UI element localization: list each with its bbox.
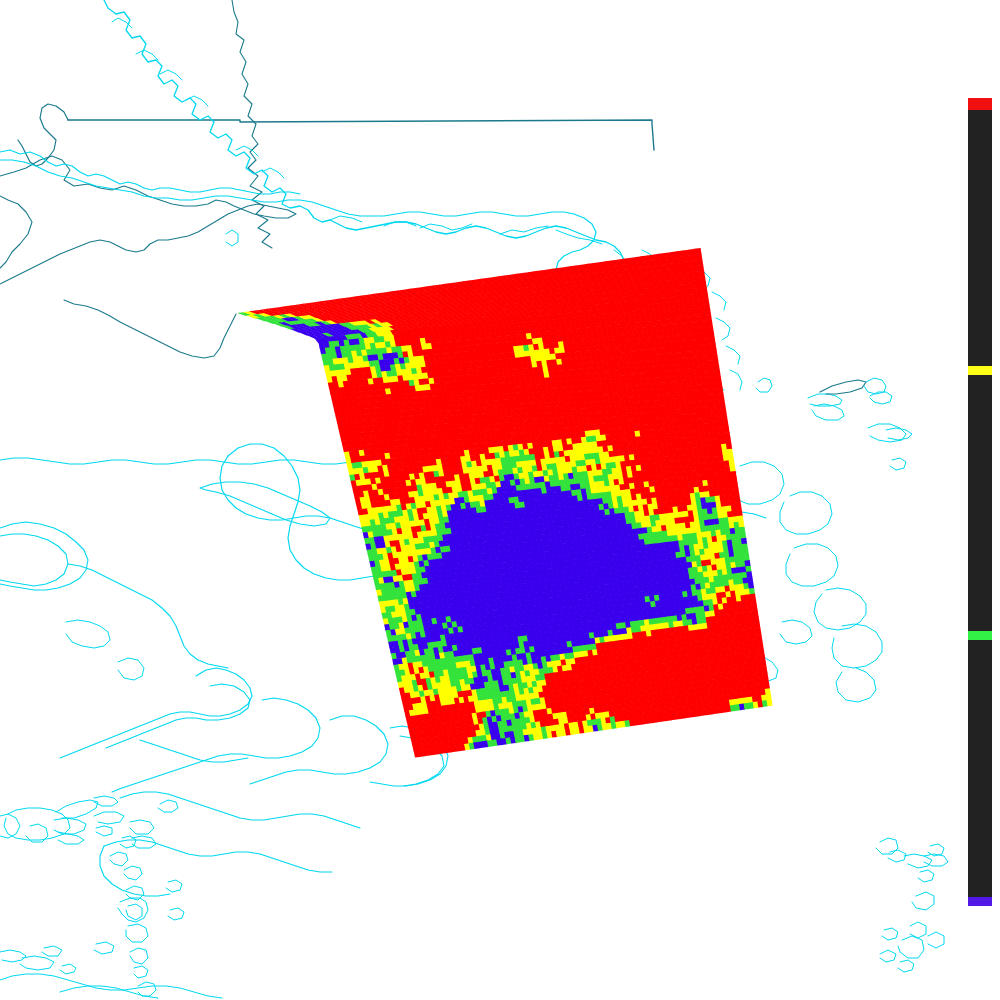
map-canvas-stage — [0, 0, 1000, 1000]
swath-raster-layer — [0, 0, 1000, 1000]
